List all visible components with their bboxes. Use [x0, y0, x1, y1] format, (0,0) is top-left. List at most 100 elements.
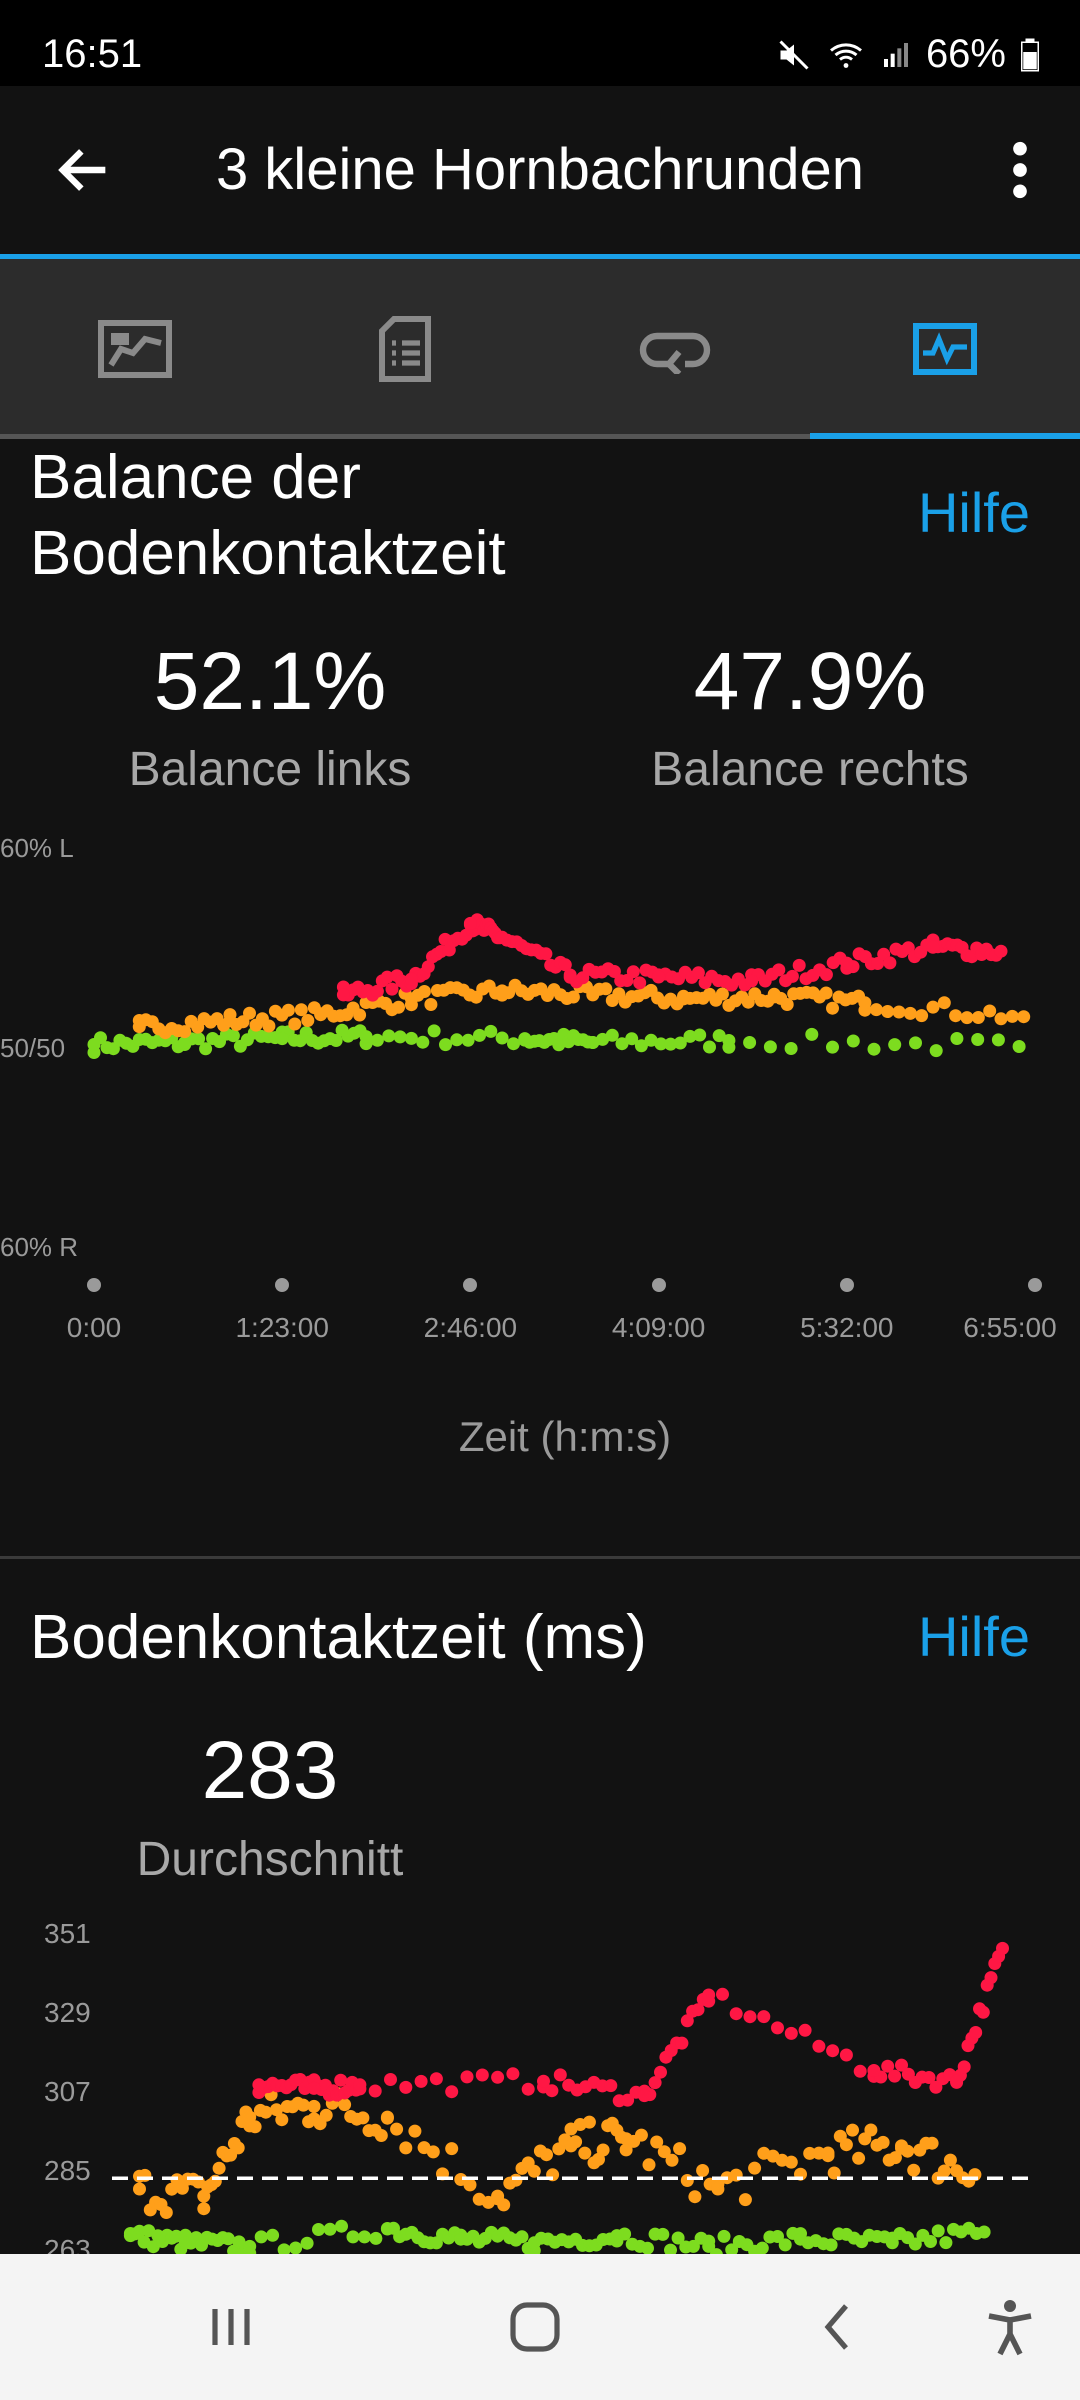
balance-xtick-label: 5:32:00 — [800, 1312, 894, 1343]
tab-active-indicator — [810, 433, 1080, 439]
arrow-left-icon[interactable] — [52, 138, 116, 202]
gct-point — [876, 2135, 890, 2149]
balance-point — [712, 1029, 726, 1043]
balance-point — [586, 988, 600, 1002]
gct-point — [924, 2235, 937, 2248]
balance-right-label: Balance rechts — [651, 743, 969, 796]
balance-xtick-dot — [1028, 1278, 1042, 1292]
balance-point — [780, 998, 794, 1011]
balance-point — [673, 1036, 687, 1050]
gct-help-link[interactable]: Hilfe — [917, 1605, 1030, 1668]
gct-point — [564, 2139, 578, 2153]
details-icon — [379, 316, 431, 382]
gct-point — [460, 2070, 474, 2084]
balance-help-link[interactable]: Hilfe — [917, 481, 1030, 544]
gct-point — [159, 2206, 173, 2219]
balance-point — [846, 1034, 860, 1048]
gct-point — [243, 2110, 257, 2124]
balance-point — [404, 992, 418, 1006]
gct-point — [885, 2236, 899, 2250]
gct-point — [925, 2136, 939, 2150]
gct-point — [686, 2239, 700, 2253]
more-vertical-icon[interactable] — [1000, 138, 1040, 202]
back-nav-icon — [824, 2304, 848, 2350]
gct-point — [895, 2058, 908, 2072]
gct-series-orange — [133, 2087, 982, 2219]
gct-point — [839, 2048, 853, 2062]
gct-point — [463, 2178, 477, 2192]
nav-home[interactable] — [475, 2254, 595, 2400]
gct-point — [821, 2146, 835, 2160]
gct-point — [637, 2089, 651, 2103]
gct-point — [826, 2044, 840, 2058]
gct-point — [984, 1971, 998, 1985]
gct-point — [578, 2146, 592, 2160]
balance-point — [633, 976, 647, 990]
balance-point — [132, 1020, 146, 1034]
gct-point — [390, 2122, 404, 2136]
gct-point — [743, 2010, 757, 2024]
balance-title-line1: Balance der — [30, 443, 361, 512]
gct-point — [771, 2230, 784, 2243]
gct-point — [197, 2202, 211, 2216]
tab-map[interactable] — [0, 259, 270, 439]
balance-point — [484, 1024, 498, 1038]
balance-point — [417, 985, 431, 998]
tab-details[interactable] — [270, 259, 540, 439]
balance-point — [915, 1009, 929, 1023]
gct-point — [384, 2073, 397, 2086]
balance-point — [767, 990, 781, 1004]
gct-point — [368, 2084, 382, 2098]
gct-point — [232, 2235, 246, 2249]
nav-back[interactable] — [777, 2254, 897, 2400]
balance-point — [743, 1036, 757, 1049]
balance-point — [329, 1034, 343, 1047]
balance-point — [819, 986, 833, 1000]
gct-point — [634, 2128, 648, 2142]
balance-point — [605, 1028, 619, 1042]
status-icons: 66% — [776, 32, 1040, 77]
gct-point — [691, 2003, 705, 2017]
gct-point — [231, 2141, 245, 2155]
tab-laps[interactable] — [540, 259, 810, 439]
balance-point — [421, 960, 435, 974]
balance-point — [473, 1028, 486, 1042]
nav-recents[interactable] — [172, 2254, 292, 2400]
balance-point — [199, 1042, 213, 1056]
gct-point — [794, 2232, 807, 2246]
gct-point — [950, 2074, 964, 2088]
tab-charts[interactable] — [810, 259, 1080, 439]
balance-xtick-dot — [275, 1278, 290, 1292]
gct-point — [824, 2238, 838, 2252]
balance-point — [450, 1033, 464, 1047]
balance-point — [463, 916, 477, 930]
gct-point — [755, 2241, 769, 2254]
gct-point — [931, 2224, 945, 2238]
home-icon — [510, 2302, 560, 2352]
gct-point — [937, 2164, 951, 2178]
gct-point — [846, 2123, 859, 2137]
battery-percent: 66% — [925, 32, 1006, 76]
gct-point — [641, 2241, 654, 2254]
gct-point — [429, 2072, 443, 2086]
gct-point — [939, 2236, 953, 2250]
balance-point — [226, 1029, 240, 1043]
gct-point — [680, 2174, 694, 2187]
balance-point — [393, 1030, 407, 1044]
balance-left-label: Balance links — [128, 743, 412, 796]
gct-point — [165, 2182, 179, 2196]
gct-point — [259, 2105, 273, 2119]
nav-accessibility[interactable] — [950, 2254, 1070, 2400]
balance-series-orange — [132, 978, 1031, 1040]
gct-point — [656, 2227, 670, 2241]
balance-point — [785, 969, 799, 983]
gct-point — [408, 2124, 422, 2138]
section-divider — [0, 1556, 1080, 1559]
gct-point — [270, 2103, 283, 2117]
status-time: 16:51 — [42, 32, 143, 76]
balance-xtick-label: 0:00 — [66, 1312, 122, 1343]
balance-point — [971, 1011, 985, 1024]
signal-icon — [883, 42, 908, 67]
gct-point — [248, 2120, 262, 2134]
gct-point — [664, 2243, 677, 2254]
